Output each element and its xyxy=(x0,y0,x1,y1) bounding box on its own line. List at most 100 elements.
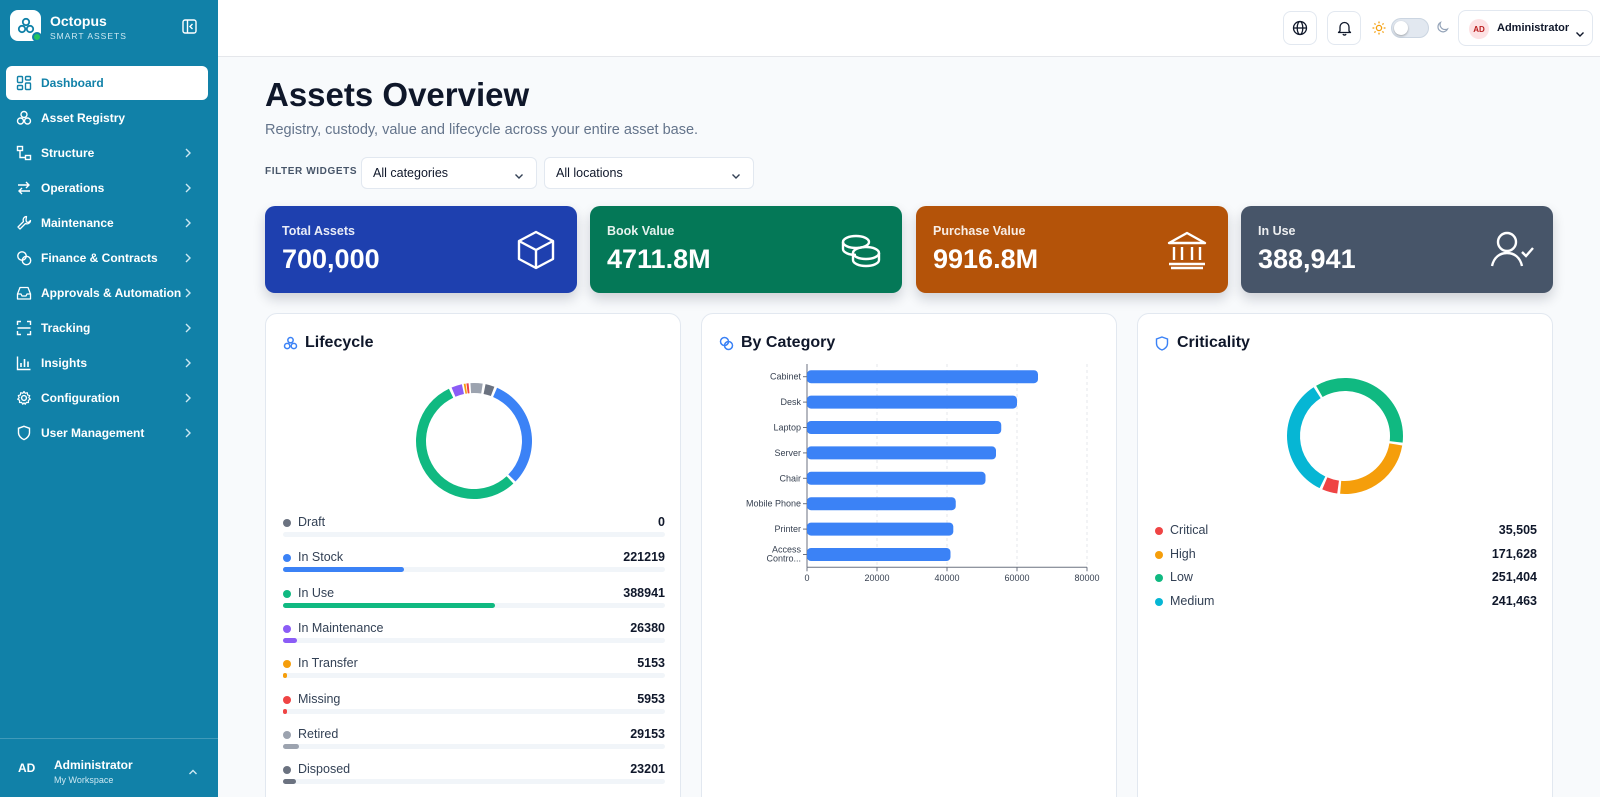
chevron-right-icon xyxy=(184,217,194,229)
donut-slice-high[interactable] xyxy=(1340,443,1403,494)
donut-slice-retired[interactable] xyxy=(470,383,483,394)
donut-slice-low[interactable] xyxy=(1316,378,1403,443)
kpi-value: 700,000 xyxy=(282,244,380,274)
sidebar-item-structure[interactable]: Structure xyxy=(6,136,208,170)
category-select-value: All categories xyxy=(373,166,449,180)
chevron-right-icon xyxy=(184,427,194,439)
bar-chart-icon xyxy=(16,355,32,371)
kpi-card-purchase-value[interactable]: Purchase Value 9916.8M xyxy=(916,206,1228,293)
list-item: Retired 29153 xyxy=(283,727,665,762)
bank-icon xyxy=(1167,231,1207,270)
sidebar-item-approvals-automation[interactable]: Approvals & Automation xyxy=(6,276,208,310)
legend-dot xyxy=(283,730,291,739)
y-tick-label: Cabinet xyxy=(770,372,802,382)
bar[interactable] xyxy=(807,522,954,536)
sidebar-item-tracking[interactable]: Tracking xyxy=(6,311,208,345)
notifications-button[interactable] xyxy=(1327,11,1361,45)
bar[interactable] xyxy=(807,395,1017,409)
donut-slice-medium[interactable] xyxy=(1287,387,1326,489)
list-item: In Maintenance 26380 xyxy=(283,621,665,656)
lifecycle-name: Missing xyxy=(298,691,341,706)
sidebar-user-footer[interactable]: AD Administrator My Workspace xyxy=(0,738,218,797)
donut-slice-disposed[interactable] xyxy=(483,384,495,397)
criticality-name: Medium xyxy=(1170,593,1215,608)
scan-icon xyxy=(16,320,32,336)
dashboard-icon xyxy=(16,75,32,91)
operations-icon xyxy=(16,180,32,196)
location-select[interactable]: All locations xyxy=(544,157,754,189)
donut-slice-in-transfer[interactable] xyxy=(463,383,468,394)
donut-slice-critical[interactable] xyxy=(1322,477,1339,494)
theme-toggle[interactable] xyxy=(1391,18,1429,38)
bell-icon xyxy=(1337,21,1351,36)
online-status-dot xyxy=(32,32,42,42)
lifecycle-value: 0 xyxy=(658,515,665,529)
progress-track xyxy=(283,779,665,785)
bar[interactable] xyxy=(807,548,951,561)
y-tick-label: Contro... xyxy=(766,554,801,564)
chevron-down-icon xyxy=(731,169,741,183)
kpi-card-total-assets[interactable]: Total Assets 700,000 xyxy=(265,206,577,293)
progress-fill xyxy=(283,708,287,714)
bar[interactable] xyxy=(807,421,1002,434)
category-panel: By Category Cabinet Desk Laptop Server Chair… xyxy=(701,313,1117,797)
kpi-card-book-value[interactable]: Book Value 4711.8M xyxy=(590,206,902,293)
footer-workspace: My Workspace xyxy=(54,775,114,785)
chevron-down-icon xyxy=(1575,25,1585,43)
legend-dot xyxy=(1155,527,1163,535)
sidebar-item-operations[interactable]: Operations xyxy=(6,171,208,205)
donut-slice-in-stock[interactable] xyxy=(493,387,532,482)
sidebar-item-asset-registry[interactable]: Asset Registry xyxy=(6,101,208,135)
y-tick-label: Laptop xyxy=(773,423,801,433)
progress-fill xyxy=(283,673,287,679)
sidebar-item-insights[interactable]: Insights xyxy=(6,346,208,380)
user-menu-button[interactable]: AD Administrator xyxy=(1458,10,1593,46)
cube-icon xyxy=(517,230,555,270)
user-name: Administrator xyxy=(1497,22,1570,34)
lifecycle-name: In Use xyxy=(298,585,335,600)
kpi-value: 4711.8M xyxy=(607,244,711,274)
list-item: In Stock 221219 xyxy=(283,550,665,585)
sidebar-item-user-management[interactable]: User Management xyxy=(6,416,208,450)
criticality-donut-chart xyxy=(1287,378,1403,494)
legend-dot xyxy=(1155,574,1163,582)
chevron-down-icon xyxy=(514,169,524,183)
progress-fill xyxy=(283,743,299,749)
sidebar-item-label: User Management xyxy=(41,426,145,440)
legend-dot xyxy=(283,660,291,669)
progress-fill xyxy=(283,602,496,608)
legend-dot xyxy=(1155,597,1163,606)
sidebar-item-label: Dashboard xyxy=(41,76,104,90)
kpi-label: Total Assets xyxy=(282,224,355,238)
donut-slice-in-maintenance[interactable] xyxy=(451,384,464,397)
bar[interactable] xyxy=(807,497,956,511)
bar[interactable] xyxy=(807,446,996,460)
bar[interactable] xyxy=(807,370,1038,384)
legend-dot xyxy=(283,766,291,775)
sidebar-item-label: Tracking xyxy=(41,321,91,335)
donut-slice-missing[interactable] xyxy=(466,383,470,394)
sidebar-item-maintenance[interactable]: Maintenance xyxy=(6,206,208,240)
category-select[interactable]: All categories xyxy=(361,157,537,189)
donut-slice-in-use[interactable] xyxy=(416,388,514,499)
list-item: Critical 35,505 xyxy=(1155,523,1537,543)
language-button[interactable] xyxy=(1283,11,1317,45)
sidebar-item-dashboard[interactable]: Dashboard xyxy=(6,66,208,100)
criticality-value: 251,404 xyxy=(1491,570,1537,584)
bar[interactable] xyxy=(807,471,986,485)
criticality-name: Low xyxy=(1170,570,1193,584)
brand[interactable]: Octopus SMART ASSETS xyxy=(10,10,208,44)
chevron-right-icon xyxy=(184,392,194,404)
coins-icon xyxy=(841,234,881,268)
sidebar-collapse-icon[interactable] xyxy=(178,15,200,37)
sidebar-item-configuration[interactable]: Configuration xyxy=(6,381,208,415)
kpi-card-in-use[interactable]: In Use 388,941 xyxy=(1241,206,1553,293)
legend-dot xyxy=(283,624,291,633)
chevron-right-icon xyxy=(184,287,194,299)
sidebar-item-finance-contracts[interactable]: Finance & Contracts xyxy=(6,241,208,275)
kpi-value: 9916.8M xyxy=(933,244,1039,274)
sidebar-item-label: Operations xyxy=(41,181,105,195)
kpi-value: 388,941 xyxy=(1258,244,1356,274)
legend-dot xyxy=(1155,550,1163,559)
criticality-value: 171,628 xyxy=(1491,546,1537,561)
